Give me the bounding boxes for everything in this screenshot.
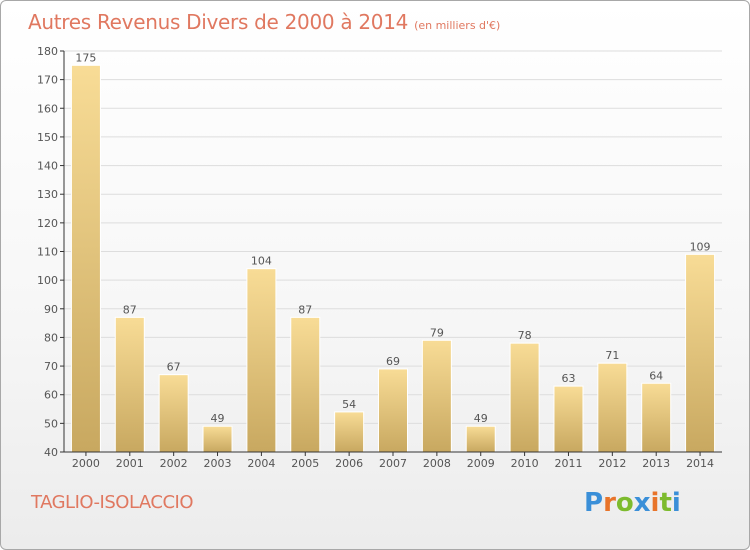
bar-value-label: 67 [167, 361, 181, 374]
bar [290, 316, 321, 453]
bar [70, 64, 101, 453]
bar [114, 316, 145, 453]
x-tick-label: 2002 [160, 457, 188, 470]
y-tick-label: 110 [37, 246, 58, 259]
chart-title-text: Autres Revenus Divers de 2000 à 2014 [28, 10, 409, 34]
bar-value-label: 104 [251, 255, 272, 268]
y-tick-label: 170 [37, 74, 58, 87]
y-tick-label: 160 [37, 102, 58, 115]
bar-value-label: 69 [386, 355, 400, 368]
x-tick-label: 2012 [598, 457, 626, 470]
chart-subtitle: (en milliers d'€) [414, 19, 501, 32]
bar-value-label: 87 [123, 303, 137, 316]
x-tick-label: 2014 [686, 457, 714, 470]
bar [158, 374, 189, 453]
bar [509, 342, 540, 453]
bar-value-label: 54 [342, 398, 356, 411]
bar [641, 382, 672, 453]
bar-value-label: 49 [474, 412, 488, 425]
y-tick-label: 180 [37, 45, 58, 58]
x-tick-label: 2011 [554, 457, 582, 470]
x-tick-label: 2008 [423, 457, 451, 470]
y-tick-label: 140 [37, 160, 58, 173]
proxiti-logo: Proxiti [584, 488, 681, 518]
bar-value-label: 109 [690, 240, 711, 253]
chart-title: Autres Revenus Divers de 2000 à 2014 (en … [28, 10, 500, 34]
bar [465, 425, 496, 453]
bar [246, 268, 277, 453]
bar [421, 339, 452, 453]
y-tick-label: 40 [44, 446, 58, 459]
y-tick-label: 100 [37, 274, 58, 287]
y-tick-label: 150 [37, 131, 58, 144]
logo-letter: x [633, 488, 651, 518]
bar [202, 425, 233, 453]
bar-value-label: 79 [430, 326, 444, 339]
bar-value-label: 64 [649, 369, 663, 382]
y-tick-label: 80 [44, 331, 58, 344]
x-tick-label: 2010 [511, 457, 539, 470]
commune-name: TAGLIO-ISOLACCIO [31, 492, 194, 513]
x-tick-label: 2009 [467, 457, 495, 470]
bar [597, 362, 628, 453]
x-tick-label: 2003 [204, 457, 232, 470]
logo-letter: P [584, 488, 604, 518]
x-tick-label: 2005 [291, 457, 319, 470]
y-tick-label: 70 [44, 360, 58, 373]
bar [553, 385, 584, 453]
logo-letter: r [603, 488, 616, 518]
logo-letter: i [671, 488, 681, 518]
bar-value-label: 49 [211, 412, 225, 425]
x-tick-label: 2006 [335, 457, 363, 470]
bar [334, 411, 365, 453]
y-tick-label: 120 [37, 217, 58, 230]
y-tick-label: 60 [44, 389, 58, 402]
x-tick-label: 2007 [379, 457, 407, 470]
x-tick-label: 2004 [247, 457, 275, 470]
logo-letter: o [615, 488, 634, 518]
bar-value-label: 87 [298, 303, 312, 316]
axes: 40 50 60 70 80 90 100 110 120 130 140 150 160 170 180 2… [37, 45, 722, 470]
y-tick-label: 50 [44, 417, 58, 430]
bar [378, 368, 408, 453]
bar [685, 253, 716, 453]
y-tick-label: 90 [44, 303, 58, 316]
logo-letter: t [659, 488, 672, 518]
x-tick-label: 2000 [72, 457, 100, 470]
bar-value-label: 63 [561, 372, 575, 385]
bar-value-label: 175 [75, 51, 96, 64]
x-tick-label: 2013 [642, 457, 670, 470]
bar-value-label: 71 [605, 349, 619, 362]
logo-letter: i [650, 488, 660, 518]
x-tick-label: 2001 [116, 457, 144, 470]
bar-value-label: 78 [518, 329, 532, 342]
y-tick-label: 130 [37, 188, 58, 201]
